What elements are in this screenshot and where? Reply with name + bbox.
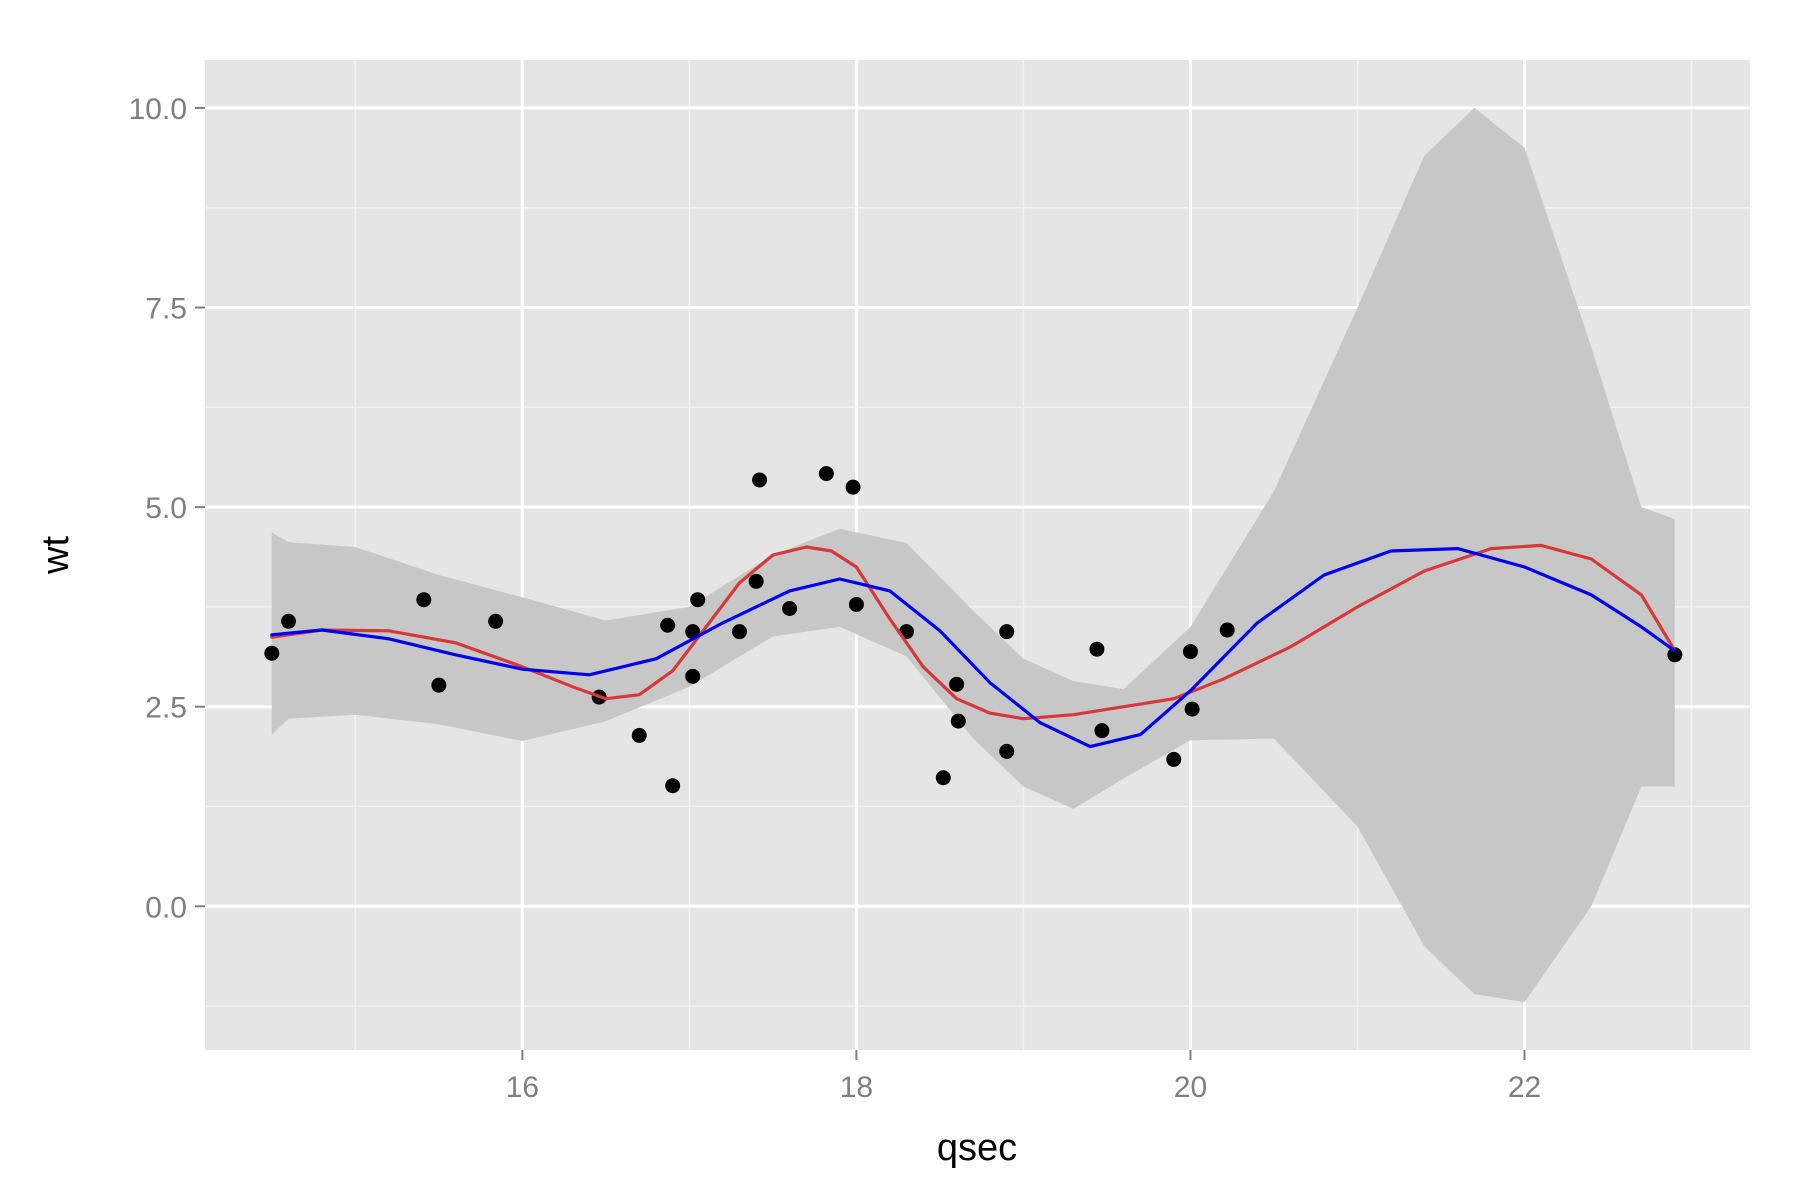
y-tick-label: 7.5 [145, 293, 187, 326]
data-point [416, 592, 432, 608]
data-point [818, 466, 834, 482]
data-point [264, 645, 280, 661]
data-point [782, 600, 798, 616]
data-point [1667, 647, 1683, 663]
data-point [950, 713, 966, 729]
data-point [731, 624, 747, 640]
data-point [999, 624, 1015, 640]
data-point [660, 617, 676, 633]
y-axis-title: wt [35, 536, 77, 575]
data-point [1094, 723, 1110, 739]
data-point [1219, 622, 1235, 638]
y-tick-label: 2.5 [145, 692, 187, 725]
x-axis: 16 18 20 22 [506, 1050, 1541, 1104]
y-tick-label: 5.0 [145, 492, 187, 525]
data-point [690, 592, 706, 608]
data-point [431, 677, 447, 693]
x-axis-title: qsec [937, 1127, 1017, 1169]
confidence-ribbon [271, 107, 1675, 1003]
data-point [1182, 644, 1198, 660]
data-point [281, 613, 297, 629]
data-point [752, 472, 768, 488]
x-tick-label: 22 [1508, 1071, 1541, 1104]
data-point [1089, 641, 1105, 657]
x-tick-label: 20 [1174, 1071, 1207, 1104]
data-point [949, 676, 965, 692]
data-point [999, 743, 1015, 759]
data-point [845, 479, 861, 495]
x-tick-label: 16 [506, 1071, 539, 1104]
x-tick-label: 18 [840, 1071, 873, 1104]
data-point [748, 573, 764, 589]
y-tick-label: 10.0 [129, 93, 187, 126]
blue-smooth-line [270, 546, 1677, 749]
data-point [1184, 701, 1200, 717]
smooth-lines [270, 543, 1677, 749]
data-point [1166, 751, 1182, 767]
data-point [935, 770, 951, 786]
y-axis: 0.0 2.5 5.0 7.5 10.0 [129, 93, 205, 924]
data-point [685, 668, 701, 684]
red-smooth-line [270, 543, 1677, 721]
data-point [848, 597, 864, 612]
data-point [488, 613, 504, 629]
data-point [631, 727, 647, 743]
y-tick-label: 0.0 [145, 891, 187, 924]
data-point [665, 778, 681, 794]
